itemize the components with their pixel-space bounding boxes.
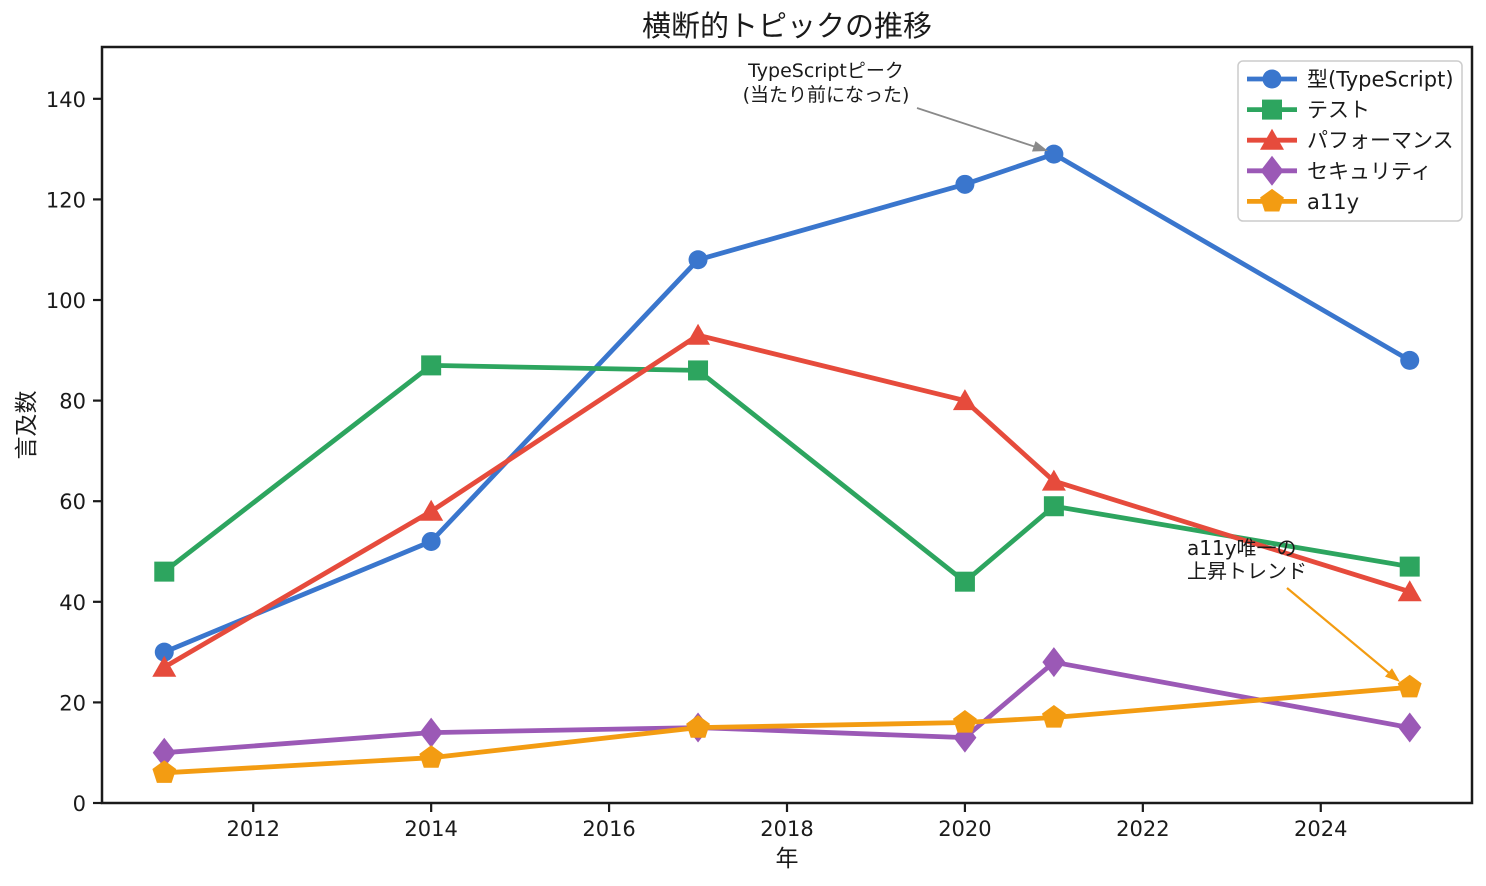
data-point-marker bbox=[953, 710, 977, 733]
data-point-marker bbox=[688, 250, 708, 270]
legend-marker bbox=[1260, 188, 1284, 212]
data-point-marker bbox=[421, 355, 442, 376]
annotation-arrow-head bbox=[1032, 141, 1048, 152]
annotation-text: (当たり前になった) bbox=[743, 84, 910, 106]
annotation-arrow-head bbox=[1385, 668, 1400, 682]
annotation-arrow-line bbox=[916, 107, 1040, 150]
y-axis-label: 言及数 bbox=[14, 391, 40, 460]
annotation-typescript-peak: TypeScriptピーク(当たり前になった) bbox=[743, 60, 1048, 152]
x-axis-label: 年 bbox=[776, 846, 799, 872]
legend-marker bbox=[1260, 155, 1284, 186]
legend-label: テスト bbox=[1307, 98, 1370, 122]
legend-marker bbox=[1262, 69, 1282, 89]
y-tick-label: 40 bbox=[59, 591, 86, 615]
x-tick-label: 2022 bbox=[1116, 817, 1169, 841]
series-4 bbox=[152, 674, 1422, 783]
data-point-marker bbox=[419, 499, 444, 521]
legend-item-3: セキュリティ bbox=[1247, 155, 1432, 186]
legend-label: セキュリティ bbox=[1307, 159, 1432, 183]
annotation-text: TypeScriptピーク bbox=[747, 60, 904, 82]
series-3 bbox=[152, 647, 1422, 768]
y-tick-label: 100 bbox=[46, 289, 86, 313]
y-tick-label: 120 bbox=[46, 188, 86, 212]
data-point-marker bbox=[952, 389, 977, 411]
chart-title: 横断的トピックの推移 bbox=[642, 9, 932, 43]
annotation-arrow-line bbox=[1286, 587, 1394, 678]
data-point-marker bbox=[1397, 580, 1422, 602]
x-tick-label: 2018 bbox=[760, 817, 813, 841]
series-2 bbox=[152, 323, 1422, 677]
data-point-marker bbox=[152, 737, 176, 768]
data-point-marker bbox=[686, 715, 710, 738]
data-point-marker bbox=[1043, 496, 1064, 517]
y-tick-label: 80 bbox=[59, 390, 86, 414]
series-line-4 bbox=[161, 684, 1413, 776]
series-line-1 bbox=[161, 362, 1413, 585]
series-line-0 bbox=[161, 151, 1413, 655]
series-line-2 bbox=[161, 332, 1413, 670]
data-point-marker bbox=[419, 717, 443, 748]
y-tick-label: 60 bbox=[59, 490, 86, 514]
annotation-text: a11y唯一の bbox=[1187, 536, 1297, 560]
data-point-marker bbox=[154, 642, 174, 662]
annotation-text: 上昇トレンド bbox=[1187, 559, 1307, 583]
data-point-marker bbox=[955, 174, 975, 194]
legend-item-0: 型(TypeScript) bbox=[1247, 68, 1454, 92]
data-point-marker bbox=[1399, 556, 1420, 577]
x-tick-label: 2014 bbox=[404, 817, 457, 841]
y-tick-label: 20 bbox=[59, 691, 86, 715]
data-point-marker bbox=[1398, 712, 1422, 743]
series-1 bbox=[154, 355, 1420, 592]
legend-item-1: テスト bbox=[1247, 98, 1370, 122]
data-point-marker bbox=[1400, 350, 1420, 370]
data-point-marker bbox=[154, 561, 175, 582]
data-point-marker bbox=[421, 531, 441, 551]
data-point-marker bbox=[152, 655, 177, 677]
legend-item-2: パフォーマンス bbox=[1247, 128, 1454, 153]
x-tick-label: 2024 bbox=[1294, 817, 1347, 841]
legend-box bbox=[1237, 60, 1463, 222]
legend-label: パフォーマンス bbox=[1307, 129, 1454, 153]
series-line-3 bbox=[161, 659, 1413, 756]
legend-item-4: a11y bbox=[1247, 188, 1359, 214]
x-tick-label: 2016 bbox=[582, 817, 635, 841]
data-point-marker bbox=[1042, 705, 1066, 728]
series-0 bbox=[154, 144, 1420, 662]
data-point-marker bbox=[419, 745, 443, 768]
data-point-marker bbox=[1041, 469, 1066, 491]
data-point-marker bbox=[686, 323, 711, 345]
data-point-marker bbox=[152, 760, 177, 783]
y-tick-label: 0 bbox=[73, 792, 86, 816]
y-tick-label: 140 bbox=[46, 88, 86, 112]
x-tick-label: 2012 bbox=[227, 817, 280, 841]
data-point-marker bbox=[1044, 144, 1064, 164]
legend-label: 型(TypeScript) bbox=[1307, 68, 1454, 92]
data-point-marker bbox=[954, 571, 975, 592]
legend-marker bbox=[1262, 99, 1282, 120]
x-tick-label: 2020 bbox=[938, 817, 991, 841]
data-point-marker bbox=[1042, 647, 1066, 678]
legend-label: a11y bbox=[1307, 190, 1359, 214]
legend-marker bbox=[1260, 128, 1284, 150]
data-point-marker bbox=[1397, 674, 1422, 698]
data-point-marker bbox=[688, 360, 709, 381]
